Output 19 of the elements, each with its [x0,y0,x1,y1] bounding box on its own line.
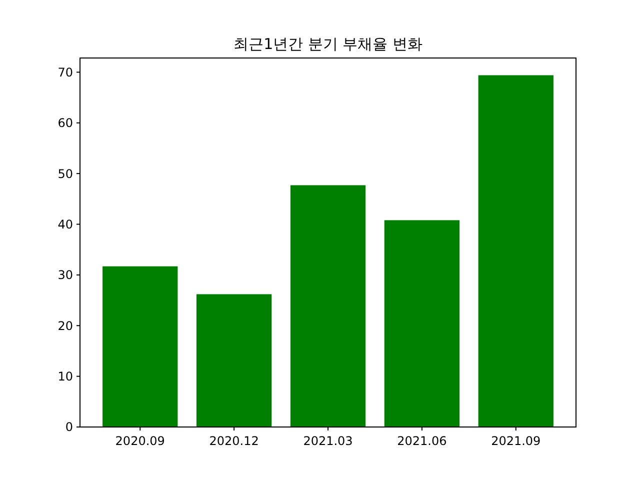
y-tick-label: 40 [58,217,73,232]
y-tick-label: 0 [65,420,73,434]
y-tick-label: 60 [58,116,73,130]
x-tick-label: 2021.09 [491,434,541,448]
x-tick-label: 2021.03 [303,434,353,448]
bar [196,294,272,427]
y-tick-label: 70 [58,65,73,80]
y-tick-label: 30 [58,268,73,282]
x-tick-label: 2020.09 [115,434,165,448]
bar [384,220,460,427]
y-tick-label: 50 [58,166,73,181]
bar [290,185,366,427]
y-tick-label: 10 [58,370,73,384]
bar [478,75,554,427]
x-tick-label: 2020.12 [209,434,259,448]
chart-title: 최근1년간 분기 부채율 변화 [234,35,422,53]
y-tick-label: 20 [58,318,73,333]
bar [102,266,178,427]
x-tick-label: 2021.06 [397,434,447,448]
